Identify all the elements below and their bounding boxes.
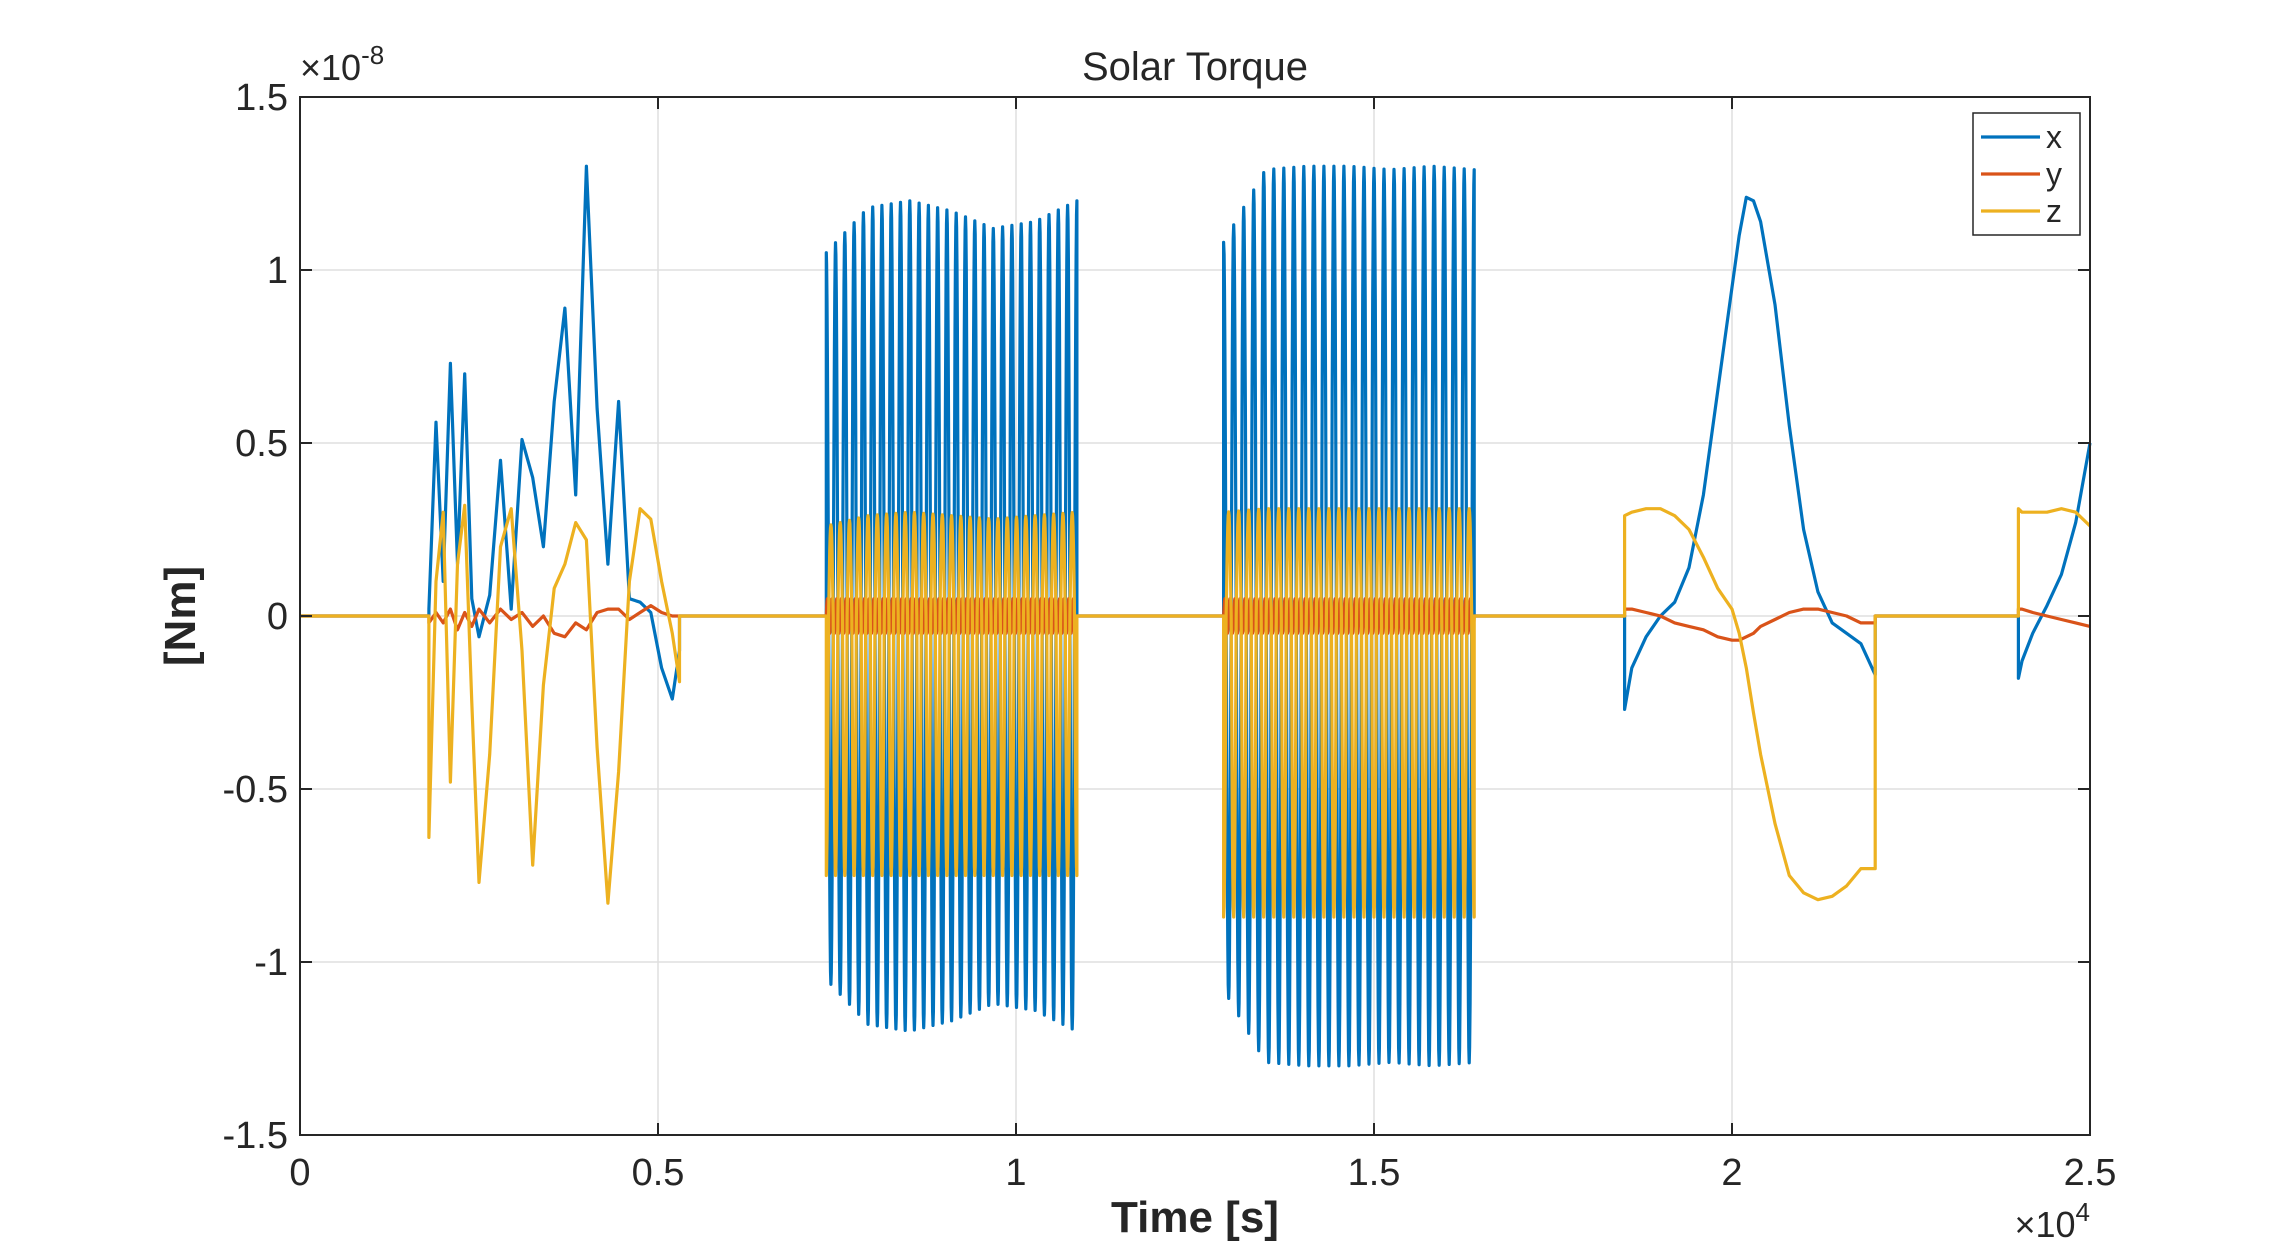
y-exponent-base: ×10 [300, 47, 361, 88]
x-tick-label: 2.5 [2064, 1152, 2117, 1194]
series-lines [300, 164, 2092, 1068]
y-tick-label: -0.5 [223, 769, 288, 811]
y-tick-label: 0 [267, 596, 288, 638]
x-tick-label: 1 [1005, 1152, 1026, 1194]
x-axis-label: Time [s] [1111, 1193, 1279, 1242]
series-line-z [300, 503, 2092, 919]
series-line-x [300, 164, 2092, 1068]
y-tick-label: -1 [254, 942, 288, 984]
y-tick-label: 1 [267, 250, 288, 292]
y-tick-label: 1.5 [235, 77, 288, 119]
legend: x y z [1972, 112, 2081, 236]
x-exponent-label: ×104 [2014, 1197, 2090, 1245]
x-tick-label: 2 [1721, 1152, 1742, 1194]
legend-label-y: y [2046, 156, 2062, 192]
y-exponent-label: ×10-8 [300, 40, 384, 88]
x-tick-label: 0 [289, 1152, 310, 1194]
y-tick-label: -1.5 [223, 1115, 288, 1157]
x-exponent-power: 4 [2076, 1197, 2090, 1227]
legend-label-z: z [2046, 193, 2062, 229]
x-tick-label: 1.5 [1348, 1152, 1401, 1194]
x-exponent-base: ×10 [2014, 1204, 2075, 1245]
legend-label-x: x [2046, 119, 2062, 155]
y-tick-label: 0.5 [235, 423, 288, 465]
y-exponent-power: -8 [361, 40, 384, 70]
ticks: 0 0.5 1 1.5 2 2.5 -1.5 -1 -0.5 0 0.5 1 1.5 [223, 77, 2117, 1194]
y-axis-label: [Nm] [156, 566, 205, 666]
x-tick-label: 0.5 [632, 1152, 685, 1194]
chart-title: Solar Torque [1082, 45, 1308, 89]
